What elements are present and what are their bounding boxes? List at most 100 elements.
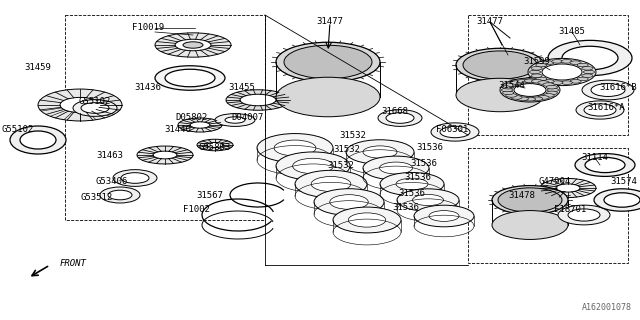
Ellipse shape <box>547 88 559 92</box>
Text: 31114: 31114 <box>582 154 609 163</box>
Ellipse shape <box>463 51 537 79</box>
Text: 31567: 31567 <box>196 190 223 199</box>
Ellipse shape <box>582 74 593 77</box>
Ellipse shape <box>175 39 211 51</box>
Ellipse shape <box>577 63 588 67</box>
Ellipse shape <box>380 172 444 196</box>
Ellipse shape <box>558 205 610 225</box>
Ellipse shape <box>577 77 588 81</box>
Ellipse shape <box>585 157 625 172</box>
Ellipse shape <box>207 142 223 148</box>
Ellipse shape <box>547 91 557 95</box>
Text: F06301: F06301 <box>436 125 468 134</box>
Text: 31436: 31436 <box>134 84 161 92</box>
Ellipse shape <box>276 42 380 82</box>
Ellipse shape <box>538 96 549 99</box>
Text: D04007: D04007 <box>232 114 264 123</box>
Text: FRONT: FRONT <box>60 260 87 268</box>
Ellipse shape <box>197 139 233 151</box>
Text: G53512: G53512 <box>81 194 113 203</box>
Bar <box>468 15 628 135</box>
Ellipse shape <box>568 209 600 221</box>
Ellipse shape <box>226 90 290 110</box>
Ellipse shape <box>10 126 66 154</box>
Ellipse shape <box>543 61 554 64</box>
Text: 31668: 31668 <box>381 108 408 116</box>
Ellipse shape <box>137 146 193 164</box>
Ellipse shape <box>552 81 563 84</box>
Ellipse shape <box>575 154 635 176</box>
Text: 31536: 31536 <box>399 188 426 197</box>
Ellipse shape <box>536 77 547 81</box>
Text: G47904: G47904 <box>539 178 571 187</box>
Ellipse shape <box>501 88 513 92</box>
Text: 31544: 31544 <box>499 81 525 90</box>
Ellipse shape <box>500 78 560 102</box>
Text: G55102: G55102 <box>2 125 34 134</box>
Ellipse shape <box>153 151 177 159</box>
Text: 31532: 31532 <box>328 161 355 170</box>
Ellipse shape <box>330 195 368 209</box>
Text: 31485: 31485 <box>559 28 586 36</box>
Ellipse shape <box>314 189 384 215</box>
Ellipse shape <box>561 60 572 63</box>
Ellipse shape <box>543 83 554 86</box>
Ellipse shape <box>348 213 386 227</box>
Ellipse shape <box>20 131 56 149</box>
Text: 31440: 31440 <box>164 125 191 134</box>
Ellipse shape <box>584 104 616 116</box>
Ellipse shape <box>498 188 562 212</box>
Ellipse shape <box>538 81 549 84</box>
Ellipse shape <box>155 33 231 57</box>
Ellipse shape <box>502 85 514 89</box>
Text: A162001078: A162001078 <box>582 303 632 312</box>
Ellipse shape <box>552 60 563 63</box>
Ellipse shape <box>562 46 618 70</box>
Ellipse shape <box>492 186 568 214</box>
Ellipse shape <box>529 70 541 74</box>
Ellipse shape <box>506 83 517 86</box>
Ellipse shape <box>311 176 351 192</box>
Ellipse shape <box>511 96 522 99</box>
Text: F1002: F1002 <box>182 205 209 214</box>
Ellipse shape <box>100 187 140 203</box>
Ellipse shape <box>363 146 397 158</box>
Ellipse shape <box>531 79 543 83</box>
Text: 31536: 31536 <box>392 204 419 212</box>
Ellipse shape <box>274 140 316 156</box>
Text: 31536: 31536 <box>411 158 437 167</box>
Ellipse shape <box>543 80 554 83</box>
Ellipse shape <box>276 77 380 117</box>
Ellipse shape <box>429 211 459 221</box>
Text: 31532: 31532 <box>340 131 367 140</box>
Ellipse shape <box>440 126 470 138</box>
Ellipse shape <box>570 61 581 64</box>
Text: F10019: F10019 <box>132 23 164 33</box>
Text: 31616*A: 31616*A <box>587 103 625 113</box>
Ellipse shape <box>73 100 117 116</box>
Ellipse shape <box>456 78 544 112</box>
Ellipse shape <box>190 122 210 128</box>
Ellipse shape <box>431 123 479 141</box>
Ellipse shape <box>284 45 372 79</box>
Ellipse shape <box>543 94 554 97</box>
Ellipse shape <box>257 133 333 163</box>
Ellipse shape <box>414 205 474 227</box>
Text: 31478: 31478 <box>509 191 536 201</box>
Ellipse shape <box>378 110 422 126</box>
Ellipse shape <box>396 178 428 190</box>
Ellipse shape <box>346 140 414 164</box>
Ellipse shape <box>363 156 429 180</box>
Ellipse shape <box>531 67 542 70</box>
Text: 31536: 31536 <box>417 143 444 153</box>
Ellipse shape <box>38 89 122 121</box>
Ellipse shape <box>547 85 557 89</box>
Ellipse shape <box>570 80 581 83</box>
Ellipse shape <box>380 162 413 174</box>
Ellipse shape <box>456 48 544 82</box>
Ellipse shape <box>183 42 203 48</box>
Ellipse shape <box>576 101 624 119</box>
Bar <box>65 15 265 220</box>
Ellipse shape <box>536 63 547 67</box>
Text: 31463: 31463 <box>97 150 124 159</box>
